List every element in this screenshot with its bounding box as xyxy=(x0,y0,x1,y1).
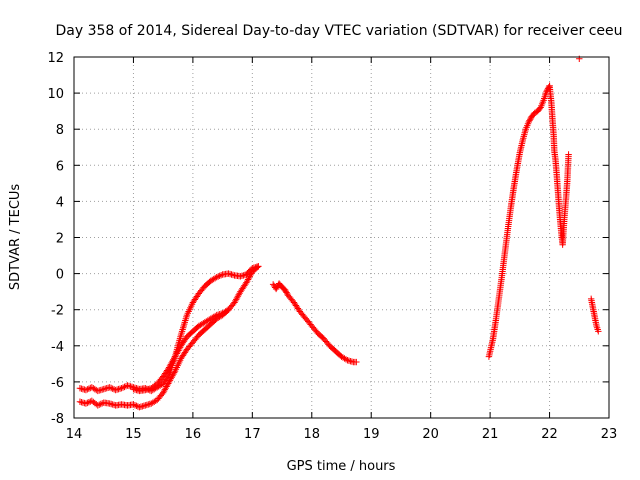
data-point xyxy=(133,402,140,410)
x-tick-label: 20 xyxy=(422,427,439,442)
y-tick-label: 8 xyxy=(56,123,64,138)
series-track-a xyxy=(76,263,262,395)
data-point xyxy=(107,384,115,392)
data-point xyxy=(84,399,91,407)
y-tick-label: 0 xyxy=(56,268,64,283)
x-axis-label: GPS time / hours xyxy=(287,459,396,474)
data-markers xyxy=(76,55,602,411)
y-tick-label: -8 xyxy=(51,412,64,427)
x-tick-label: 23 xyxy=(601,427,618,442)
data-point xyxy=(211,274,219,282)
data-point xyxy=(527,116,534,123)
y-tick-label: -6 xyxy=(51,376,64,391)
x-tick-label: 15 xyxy=(125,427,142,442)
data-point xyxy=(526,117,533,124)
data-point xyxy=(214,273,222,280)
y-tick-label: 10 xyxy=(47,87,64,102)
data-point xyxy=(282,287,289,295)
data-point xyxy=(595,328,602,335)
y-tick-label: 2 xyxy=(56,232,64,247)
data-point xyxy=(130,401,137,408)
x-tick-label: 17 xyxy=(244,427,261,442)
data-point xyxy=(119,384,127,391)
axis-ticks: 14 15 16 17 18 19 20 21 22 23 -8 -6 -4 -2 0 2 4 6 8 10 12 xyxy=(47,51,617,442)
data-point xyxy=(225,306,232,313)
x-tick-label: 16 xyxy=(185,427,202,442)
y-tick-label: -4 xyxy=(51,340,64,355)
data-point xyxy=(96,401,103,408)
y-axis-label: SDTVAR / TECUs xyxy=(8,184,23,291)
data-point xyxy=(82,386,90,394)
data-point xyxy=(211,312,219,320)
data-point xyxy=(121,383,128,391)
y-tick-label: 12 xyxy=(47,51,64,66)
y-tick-label: -2 xyxy=(51,304,64,319)
data-point xyxy=(342,356,350,363)
x-tick-label: 18 xyxy=(304,427,321,442)
data-point xyxy=(255,263,262,270)
data-point xyxy=(217,271,225,279)
data-point xyxy=(109,385,116,392)
x-tick-label: 14 xyxy=(66,427,83,442)
data-point xyxy=(281,286,289,294)
data-point xyxy=(82,400,90,407)
x-tick-label: 21 xyxy=(482,427,499,442)
x-tick-label: 22 xyxy=(541,427,558,442)
data-point xyxy=(272,285,280,293)
series-track-e xyxy=(485,82,553,360)
data-point xyxy=(106,384,113,391)
y-tick-label: 4 xyxy=(56,195,64,210)
x-tick-label: 19 xyxy=(363,427,380,442)
data-point xyxy=(223,307,231,314)
series-track-c xyxy=(130,306,232,395)
data-point xyxy=(213,274,220,281)
data-point xyxy=(84,386,91,393)
y-tick-label: 6 xyxy=(56,159,64,174)
data-point xyxy=(94,402,101,409)
data-point xyxy=(171,369,178,376)
data-point xyxy=(118,385,125,392)
chart-title: Day 358 of 2014, Sidereal Day-to-day VTE… xyxy=(55,23,622,39)
data-point xyxy=(353,358,360,366)
data-point xyxy=(131,401,139,409)
grid-lines xyxy=(74,57,609,418)
series-track-d xyxy=(269,280,360,366)
data-point xyxy=(253,264,261,271)
series-track-f xyxy=(546,55,602,335)
data-point xyxy=(283,289,290,296)
data-point xyxy=(565,151,572,158)
data-point xyxy=(216,272,223,280)
data-point xyxy=(525,118,532,126)
data-point xyxy=(97,400,104,408)
